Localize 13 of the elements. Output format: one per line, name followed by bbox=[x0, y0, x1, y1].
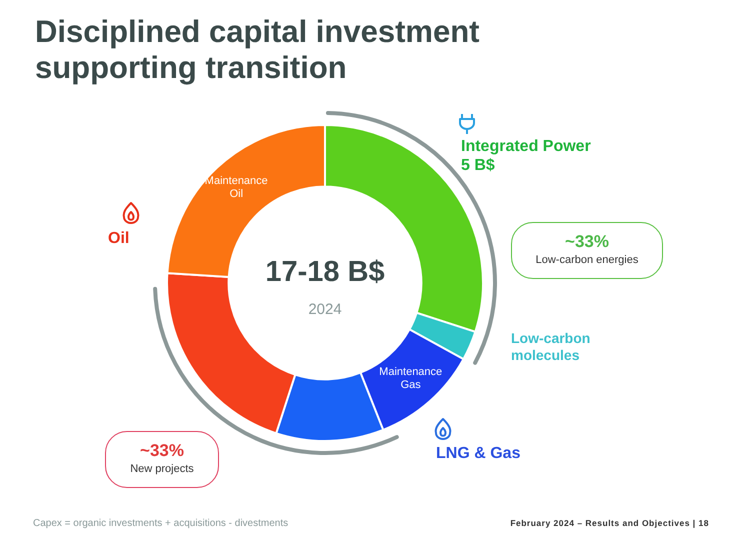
text: LNG & Gas bbox=[436, 444, 520, 464]
chart-title: Disciplined capital investment supporting transition bbox=[35, 14, 480, 86]
text: 17-18 B$ bbox=[265, 255, 385, 290]
text: Capex = organic investments + acquisitions - divestments bbox=[33, 518, 288, 530]
slice-label: Maintenance Oil bbox=[204, 174, 268, 201]
slice-label: Integrated Power 5 B$ bbox=[461, 137, 591, 176]
text: ~33% Low-carbon energies bbox=[534, 232, 640, 266]
slice-label: Maintenance Gas bbox=[379, 366, 442, 393]
text: February 2024 – Results and Objectives | 18 bbox=[510, 518, 709, 528]
text: Oil bbox=[108, 229, 130, 248]
text: ~33% New projects bbox=[129, 441, 195, 475]
text: 2024 bbox=[308, 301, 342, 319]
slice-label: Low-carbon molecules bbox=[511, 330, 590, 364]
